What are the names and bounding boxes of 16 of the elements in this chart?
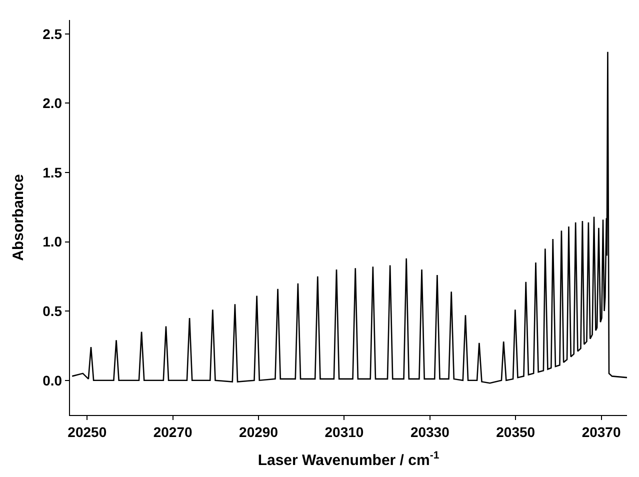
y-tick-label: 0.5 — [42, 302, 62, 319]
y-tick-label: 0.0 — [42, 372, 62, 388]
y-tick-label: 2.5 — [42, 26, 62, 42]
x-tick-label: 20290 — [239, 424, 278, 440]
line-series — [71, 51, 627, 384]
x-tick-label: 20350 — [496, 424, 536, 440]
x-axis-title: Laser Wavenumber / cm$^{-1}$ — [258, 450, 440, 469]
x-tick-label: 20370 — [582, 424, 621, 440]
y-axis-title: Absorbance — [10, 174, 27, 261]
x-tick-label: 20250 — [68, 424, 107, 440]
y-tick-label: 1.5 — [42, 164, 62, 180]
x-tick-label: 20270 — [153, 424, 193, 440]
x-tick-label: 20310 — [324, 424, 364, 440]
x-tick-label: 20330 — [410, 424, 450, 440]
y-tick-label: 2.0 — [42, 95, 62, 112]
y-tick-label: 1.0 — [42, 234, 62, 250]
